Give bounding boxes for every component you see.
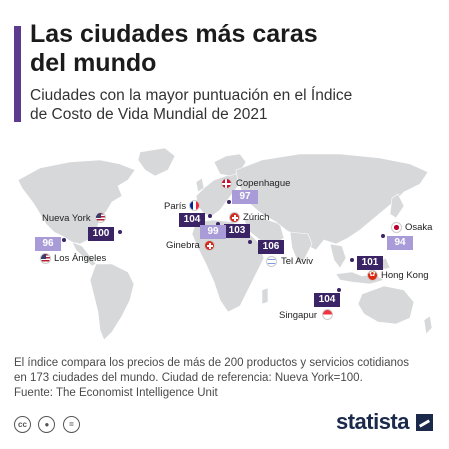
footnote: El índice compara los precios de más de … <box>14 356 434 401</box>
footnote-line-2: en 173 ciudades del mundo. Ciudad de ref… <box>14 372 363 384</box>
city-marker-hong-kong <box>350 258 354 262</box>
city-label-hong-kong: Hong Kong <box>381 270 429 281</box>
city-marker-los-angeles <box>62 238 66 242</box>
world-map-land <box>17 147 433 341</box>
source-note: Fuente: The Economist Intelligence Unit <box>14 387 218 399</box>
city-marker-singapur <box>337 288 341 292</box>
score-badge-paris: 104 <box>179 213 205 227</box>
city-marker-paris <box>208 214 212 218</box>
city-marker-osaka <box>381 234 385 238</box>
by-icon[interactable]: ● <box>38 416 56 433</box>
score-badge-los-angeles: 96 <box>35 237 61 251</box>
city-marker-zurich <box>216 222 220 226</box>
city-label-copenhague: Copenhague <box>236 178 291 189</box>
page-title: Las ciudades más caras del mundo <box>30 20 318 77</box>
ch-flag-icon <box>229 212 240 223</box>
nd-icon[interactable]: = <box>62 416 80 433</box>
statista-logo-text: statista <box>335 409 410 434</box>
city-marker-copenhague <box>227 200 231 204</box>
score-badge-ginebra: 99 <box>200 225 226 239</box>
fr-flag-icon <box>189 200 200 211</box>
dk-flag-icon <box>221 178 232 189</box>
world-map <box>0 140 449 350</box>
score-badge-osaka: 94 <box>387 236 413 250</box>
il-flag-icon <box>266 256 277 267</box>
statista-logo-icon <box>416 414 433 431</box>
score-badge-zurich: 103 <box>224 224 250 238</box>
us-flag-icon <box>40 253 51 264</box>
city-marker-tel-aviv <box>248 240 252 244</box>
score-badge-nueva-york: 100 <box>88 227 114 241</box>
score-badge-singapur: 104 <box>314 293 340 307</box>
ch-flag-icon <box>204 240 215 251</box>
license-icons: cc ● = <box>14 414 83 433</box>
us-flag-icon <box>95 212 106 223</box>
city-label-los-angeles: Los Ángeles <box>54 253 107 264</box>
city-label-ginebra: Ginebra <box>166 240 200 251</box>
city-label-zurich: Zúrich <box>243 212 270 223</box>
hk-flag-icon <box>367 270 378 281</box>
city-marker-nueva-york <box>118 230 122 234</box>
sg-flag-icon <box>322 309 333 320</box>
city-label-paris: París <box>164 201 187 212</box>
score-badge-copenhague: 97 <box>232 190 258 204</box>
statista-logo[interactable]: statista <box>293 410 433 434</box>
city-label-tel-aviv: Tel Aviv <box>281 256 314 267</box>
city-label-osaka: Osaka <box>405 222 433 233</box>
cc-icon[interactable]: cc <box>14 416 31 433</box>
accent-bar <box>14 26 21 122</box>
page-subtitle: Ciudades con la mayor puntuación en el Í… <box>30 87 353 123</box>
city-label-singapur: Singapur <box>279 310 318 321</box>
city-label-nueva-york: Nueva York <box>42 213 91 224</box>
score-badge-hong-kong: 101 <box>357 256 383 270</box>
score-badge-tel-aviv: 106 <box>258 240 284 254</box>
jp-flag-icon <box>391 222 402 233</box>
footnote-line-1: El índice compara los precios de más de … <box>14 357 410 369</box>
